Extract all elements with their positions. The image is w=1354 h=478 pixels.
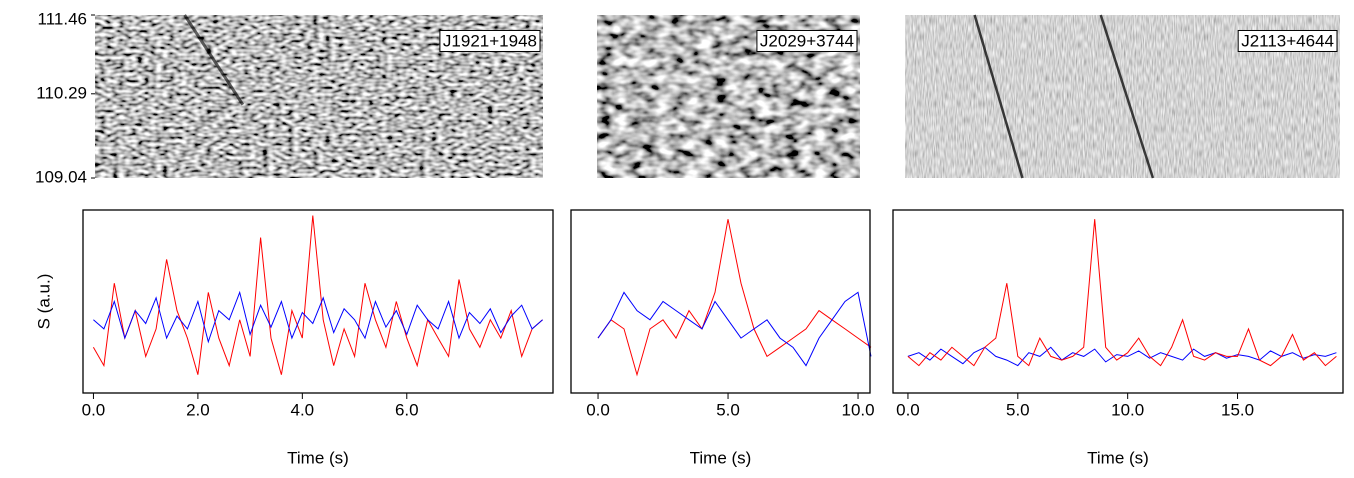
x-tick-label: 4.0 — [291, 400, 315, 419]
time-series — [597, 219, 872, 377]
x-tick-label: 0.0 — [586, 400, 610, 419]
x-tick-label: 10.0 — [841, 400, 874, 419]
plot-frame — [82, 209, 554, 394]
time-series — [93, 290, 543, 344]
x-axis-label: Time (s) — [690, 448, 752, 467]
dispersion-streak — [973, 14, 1024, 179]
dispersion-streak — [1099, 14, 1155, 179]
time-series — [907, 219, 1337, 367]
time-series — [597, 291, 872, 367]
y-tick-label: 110.29 — [36, 83, 87, 102]
x-axis-label: Time (s) — [1087, 448, 1149, 467]
y-tick-label: 109.04 — [35, 167, 87, 186]
x-tick-label: 10.0 — [1111, 400, 1144, 419]
y-tick-label: 111.46 — [38, 9, 87, 28]
source-label-box — [439, 29, 541, 52]
plot-frame — [892, 209, 1344, 394]
source-label-box — [756, 29, 858, 52]
x-tick-label: 15.0 — [1221, 400, 1254, 419]
source-label-box — [1237, 29, 1338, 52]
time-series — [92, 215, 543, 375]
y-axis-label: S (a.u.) — [34, 274, 53, 330]
plot-frame — [570, 209, 871, 394]
time-series — [907, 346, 1337, 367]
x-tick-label: 5.0 — [1006, 400, 1030, 419]
x-axis-label: Time (s) — [287, 448, 349, 467]
dispersion-streak — [183, 14, 245, 106]
source-label: J2029+3744 — [760, 31, 854, 50]
source-label: J1921+1948 — [443, 31, 537, 50]
x-tick-label: 6.0 — [395, 400, 419, 419]
x-tick-label: 0.0 — [82, 400, 106, 419]
x-tick-label: 0.0 — [896, 400, 920, 419]
source-label: J2113+4644 — [1241, 31, 1334, 50]
x-tick-label: 5.0 — [716, 400, 740, 419]
x-tick-label: 2.0 — [186, 400, 210, 419]
